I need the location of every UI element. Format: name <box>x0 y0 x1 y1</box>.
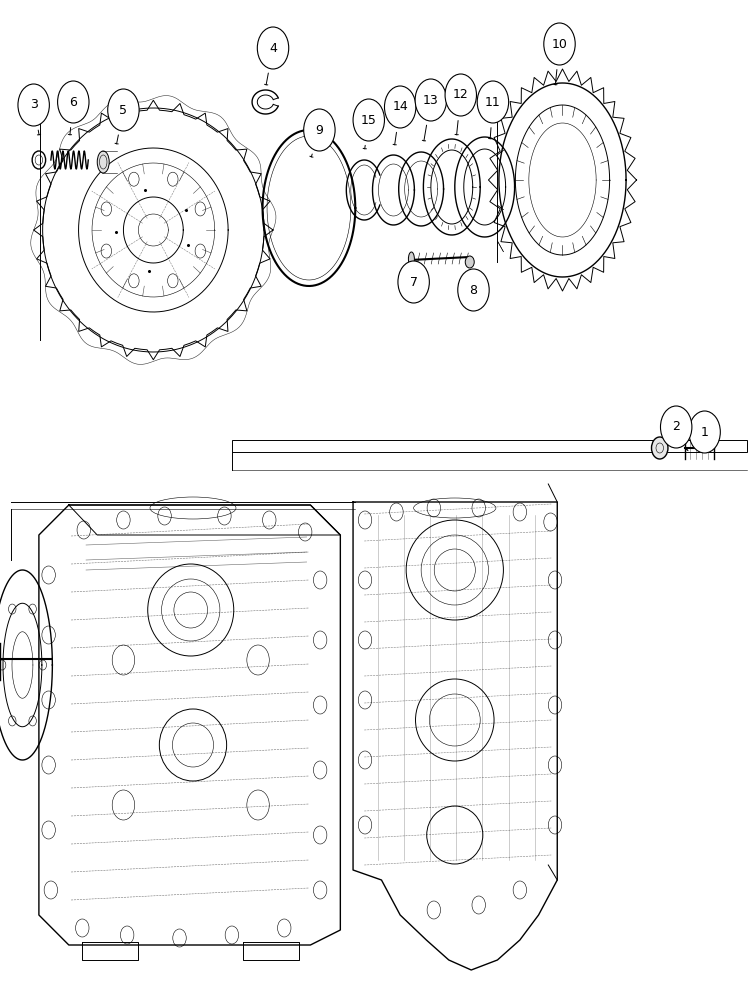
Circle shape <box>458 269 489 311</box>
Text: 13: 13 <box>423 94 439 106</box>
Text: 4: 4 <box>269 41 277 54</box>
Circle shape <box>58 81 89 123</box>
Circle shape <box>398 261 429 303</box>
Text: 1: 1 <box>701 426 708 438</box>
Circle shape <box>689 411 720 453</box>
Circle shape <box>544 23 575 65</box>
Text: 7: 7 <box>410 275 417 288</box>
Circle shape <box>465 256 474 268</box>
Circle shape <box>257 27 289 69</box>
Circle shape <box>353 99 384 141</box>
Circle shape <box>18 84 49 126</box>
Circle shape <box>108 89 139 131</box>
Text: 9: 9 <box>316 123 323 136</box>
Circle shape <box>384 86 416 128</box>
Text: 2: 2 <box>672 420 680 434</box>
Text: 3: 3 <box>30 99 37 111</box>
Text: 6: 6 <box>70 96 77 108</box>
Circle shape <box>477 81 509 123</box>
Text: 11: 11 <box>485 96 501 108</box>
Text: 14: 14 <box>392 101 408 113</box>
Text: 15: 15 <box>361 113 377 126</box>
Text: 5: 5 <box>120 104 127 116</box>
Circle shape <box>415 79 447 121</box>
Text: 10: 10 <box>551 37 568 50</box>
Text: 12: 12 <box>453 89 469 102</box>
Text: 8: 8 <box>470 284 477 296</box>
Polygon shape <box>232 440 747 452</box>
Circle shape <box>445 74 476 116</box>
Circle shape <box>660 406 692 448</box>
Circle shape <box>304 109 335 151</box>
Ellipse shape <box>97 151 109 173</box>
Circle shape <box>652 437 668 459</box>
Ellipse shape <box>408 252 414 266</box>
